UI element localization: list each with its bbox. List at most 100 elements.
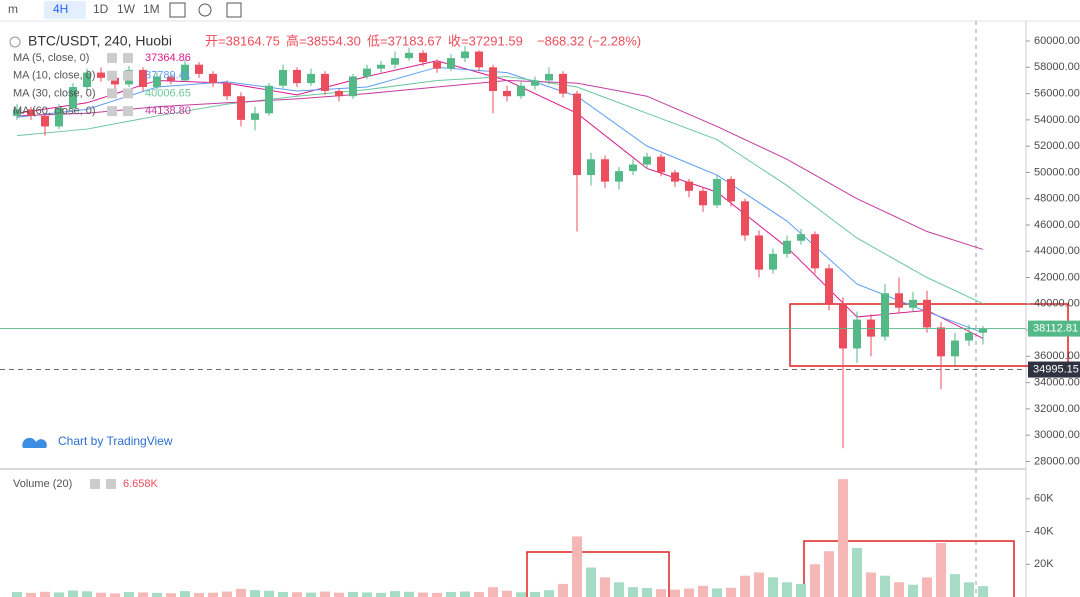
volume-bar <box>152 592 162 597</box>
legend-button[interactable] <box>123 106 133 117</box>
volume-bar <box>320 591 330 597</box>
candle-body <box>867 319 875 337</box>
volume-bar <box>208 592 218 597</box>
interval-button[interactable]: 4H <box>53 2 68 16</box>
legend-button[interactable] <box>90 479 100 489</box>
legend-button[interactable] <box>123 53 133 63</box>
volume-bar <box>250 590 260 597</box>
legend-button[interactable] <box>107 53 117 63</box>
candle-body <box>335 90 343 97</box>
ohlc-label: 收=37291.59 <box>448 33 523 48</box>
candle-body <box>601 159 609 182</box>
highlight-box <box>526 551 670 597</box>
ohlc-label: 低=37183.67 <box>367 33 442 48</box>
candle-body <box>769 253 777 270</box>
candle-body <box>377 64 385 69</box>
candle-body <box>783 240 791 254</box>
candle-body <box>587 159 595 176</box>
snapshot-icon[interactable] <box>226 2 242 18</box>
legend-value: 37789.41 <box>145 70 191 82</box>
legend-button[interactable] <box>107 70 117 81</box>
candle-body <box>181 64 189 81</box>
watermark: Chart by TradingView <box>58 434 173 448</box>
volume-bar <box>810 564 820 597</box>
candle-body <box>895 293 903 308</box>
candle-body <box>727 178 735 202</box>
legend-entry: MA (60, close, 0) <box>13 105 96 117</box>
volume-bar <box>502 590 512 597</box>
candle-body <box>447 58 455 69</box>
y-tick-label: 60K <box>1034 493 1054 505</box>
volume-bar <box>404 591 414 597</box>
last-price-tag <box>1028 320 1080 337</box>
volume-bar <box>306 592 316 597</box>
ma-line <box>16 76 984 305</box>
interval-active[interactable] <box>44 1 86 19</box>
candle-body <box>69 87 77 109</box>
legend-value: 44138.80 <box>145 105 191 117</box>
interval-button[interactable]: m <box>8 2 18 16</box>
candle-body <box>811 234 819 269</box>
y-tick-label: 36000.00 <box>1034 350 1080 362</box>
y-tick-label: 40000.00 <box>1034 298 1080 310</box>
interval-button[interactable]: 1M <box>143 2 160 16</box>
volume-bar <box>670 589 680 597</box>
y-tick-label: 44000.00 <box>1034 245 1080 257</box>
legend-button[interactable] <box>107 88 117 99</box>
candle-body <box>349 76 357 97</box>
candle-body <box>531 80 539 86</box>
candle-body <box>97 72 105 78</box>
candle-body <box>321 73 329 91</box>
candle-body <box>83 72 91 88</box>
legend-entry: MA (10, close, 0) <box>13 70 96 82</box>
volume-bar <box>964 582 974 597</box>
indicator-icon[interactable] <box>169 2 186 18</box>
volume-bar <box>264 590 274 597</box>
candle-body <box>517 85 525 97</box>
volume-bar <box>754 572 764 597</box>
y-tick-label: 46000.00 <box>1034 219 1080 231</box>
volume-bar <box>222 591 232 597</box>
settings-icon[interactable] <box>198 3 212 17</box>
y-tick-label: 60000.00 <box>1034 35 1080 47</box>
volume-bar <box>96 592 106 597</box>
volume-bar <box>474 592 484 597</box>
candle-body <box>965 332 973 341</box>
candle-body <box>209 73 217 84</box>
candle-body <box>713 178 721 206</box>
candle-body <box>461 51 469 59</box>
candle-body <box>881 293 889 337</box>
candle-body <box>923 299 931 328</box>
volume-bar <box>768 577 778 597</box>
volume-bar <box>390 591 400 597</box>
volume-bar <box>348 591 358 597</box>
legend-button[interactable] <box>123 88 133 99</box>
ohlc-label: 高=38554.30 <box>286 33 361 48</box>
volume-bar <box>852 547 862 597</box>
candle-body <box>657 156 665 173</box>
volume-bar <box>54 592 64 597</box>
legend-button[interactable] <box>106 479 116 489</box>
y-tick-label: 56000.00 <box>1034 88 1080 100</box>
interval-button[interactable]: 1W <box>117 2 136 16</box>
legend-entry: MA (5, close, 0) <box>13 52 89 64</box>
y-tick-label: 42000.00 <box>1034 271 1080 283</box>
symbol-icon <box>9 36 21 48</box>
y-tick-label: 48000.00 <box>1034 193 1080 205</box>
chart-title: BTC/USDT, 240, Huobi <box>28 33 172 49</box>
candle-body <box>699 190 707 206</box>
legend-value: 37364.86 <box>145 52 191 64</box>
volume-bar <box>418 592 428 597</box>
volume-bar <box>138 592 148 597</box>
volume-bar <box>684 588 694 597</box>
candle-body <box>419 52 427 63</box>
volume-bar <box>40 591 50 597</box>
y-tick-label: 52000.00 <box>1034 140 1080 152</box>
interval-button[interactable]: 1D <box>93 2 109 16</box>
y-tick-label: 32000.00 <box>1034 403 1080 415</box>
legend-button[interactable] <box>123 70 133 81</box>
volume-bar <box>236 588 246 597</box>
volume-bar <box>12 592 22 597</box>
legend-button[interactable] <box>107 106 117 117</box>
candle-body <box>797 234 805 241</box>
